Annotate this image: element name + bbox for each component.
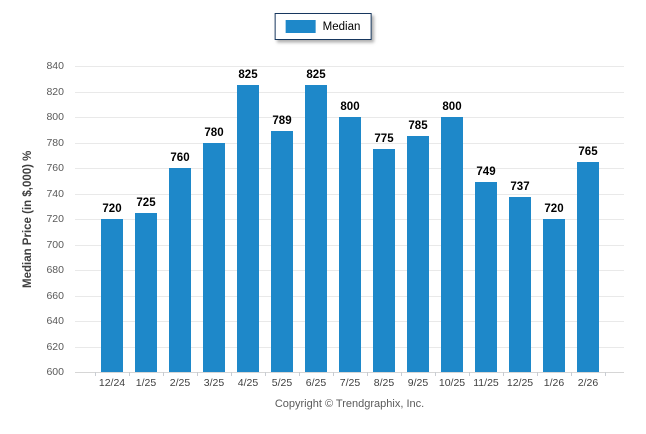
- bar-value-label: 765: [578, 145, 598, 158]
- x-axis-tick-mark: [197, 372, 198, 376]
- y-tick-label: 760: [46, 162, 64, 174]
- legend: Median: [274, 13, 372, 40]
- gridline: [75, 91, 624, 93]
- x-axis-tick-mark: [469, 372, 470, 376]
- y-tick-label: 840: [46, 60, 64, 72]
- bar-4/25: [237, 85, 259, 372]
- x-tick-label: 12/25: [506, 377, 534, 389]
- x-axis-tick-mark: [571, 372, 572, 376]
- x-tick-label: 2/26: [577, 377, 599, 389]
- gridline: [75, 66, 624, 67]
- x-tick-label: 1/25: [135, 377, 157, 389]
- x-axis-tick-mark: [231, 372, 232, 376]
- bar-11/25: [475, 182, 497, 372]
- bar-6/25: [305, 85, 327, 372]
- x-axis-line: [75, 372, 624, 373]
- x-tick-label: 3/25: [203, 377, 225, 389]
- x-tick-label: 4/25: [237, 377, 259, 389]
- y-tick-label: 800: [46, 111, 64, 123]
- x-axis-tick-mark: [401, 372, 402, 376]
- bar-1/26: [543, 219, 565, 372]
- x-tick-label: 11/25: [473, 377, 499, 389]
- bar-value-label: 737: [510, 181, 530, 194]
- y-tick-label: 820: [46, 85, 64, 98]
- bar-2/26: [577, 161, 599, 372]
- legend-label-median: Median: [322, 20, 361, 33]
- bar-2/25: [169, 168, 191, 372]
- x-axis-tick-mark: [367, 372, 368, 376]
- x-tick-label: 9/25: [407, 377, 429, 389]
- y-tick-label: 720: [46, 213, 64, 225]
- x-tick-label: 12/24: [98, 377, 126, 389]
- bar-3/25: [203, 142, 225, 372]
- x-axis-tick-mark: [129, 372, 130, 376]
- bar-5/25: [271, 131, 293, 372]
- legend-swatch-median: [285, 20, 316, 33]
- y-tick-label: 740: [46, 187, 64, 200]
- bar-value-label: 780: [204, 126, 224, 139]
- bar-value-label: 800: [442, 101, 462, 113]
- y-tick-label: 600: [46, 366, 64, 378]
- bar-value-label: 749: [476, 166, 496, 179]
- x-tick-label: 2/25: [169, 377, 191, 389]
- bar-value-label: 775: [374, 132, 394, 145]
- plot-area: 720 12/24 725 1/25 760 2/25 780 3/25 825 4/25 789 5…: [75, 66, 624, 389]
- bar-value-label: 720: [102, 203, 122, 215]
- y-tick-label: 680: [46, 264, 64, 276]
- bar-1/25: [135, 212, 157, 372]
- x-axis-tick-mark: [299, 372, 300, 376]
- x-tick-label: 1/26: [543, 377, 565, 389]
- bar-10/25: [441, 117, 463, 372]
- x-axis-tick-mark: [435, 372, 436, 376]
- y-tick-label: 620: [46, 340, 64, 353]
- y-tick-label: 700: [46, 238, 64, 251]
- x-axis-tick-mark: [503, 372, 504, 376]
- bar-value-label: 800: [340, 101, 360, 113]
- x-axis-tick-mark: [605, 372, 606, 376]
- bar-9/25: [407, 136, 429, 372]
- x-axis-tick-mark: [163, 372, 164, 376]
- bar-value-label: 725: [136, 196, 156, 209]
- x-tick-label: 10/25: [438, 377, 466, 389]
- x-tick-label: 8/25: [373, 377, 395, 389]
- y-tick-label: 640: [46, 315, 64, 327]
- bar-value-label: 720: [544, 203, 564, 215]
- bar-value-label: 825: [238, 69, 258, 82]
- x-axis-tick-mark: [333, 372, 334, 376]
- bar-12/24: [101, 219, 123, 372]
- x-axis-tick-mark: [537, 372, 538, 376]
- bar-8/25: [373, 148, 395, 372]
- x-axis-tick-mark: [95, 372, 96, 376]
- bar-value-label: 785: [408, 120, 428, 133]
- y-tick-label: 780: [46, 136, 64, 149]
- x-tick-label: 6/25: [305, 377, 327, 389]
- bar-value-label: 825: [306, 69, 326, 82]
- copyright-text: Copyright © Trendgraphix, Inc.: [274, 398, 425, 410]
- bar-12/25: [509, 197, 531, 372]
- bar-value-label: 789: [272, 115, 292, 128]
- x-tick-label: 7/25: [339, 377, 361, 389]
- bar-value-label: 760: [170, 152, 190, 164]
- y-tick-label: 660: [46, 289, 64, 302]
- bar-7/25: [339, 117, 361, 372]
- x-tick-label: 5/25: [271, 377, 293, 389]
- x-axis-tick-mark: [265, 372, 266, 376]
- y-axis-title: Median Price (in $,000) %: [22, 150, 34, 288]
